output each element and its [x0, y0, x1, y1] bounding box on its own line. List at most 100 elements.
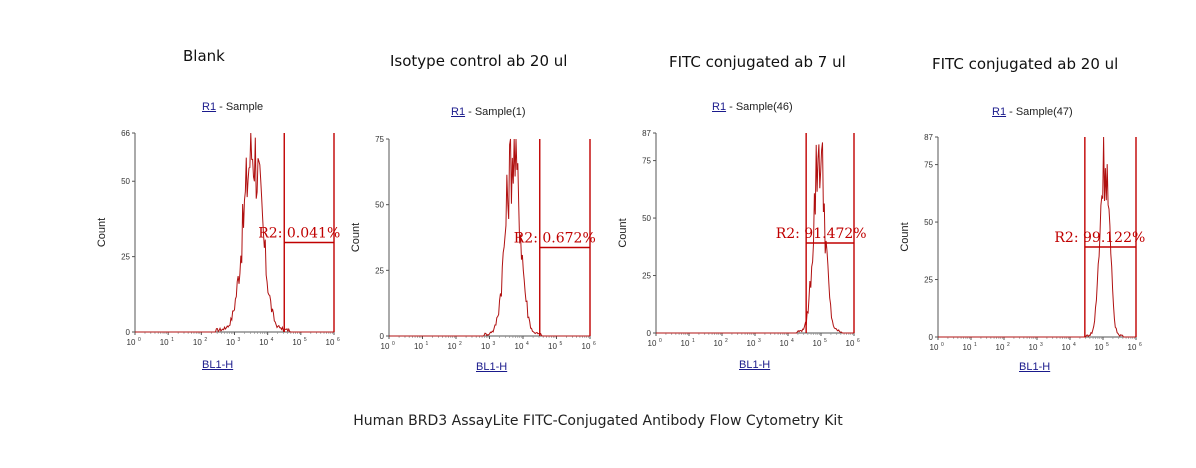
- y-tick-label: 75: [924, 161, 933, 170]
- x-axis-label-fitc-7ul[interactable]: BL1-H: [739, 359, 771, 371]
- y-axis-label: Count: [96, 218, 108, 247]
- x-tick-label: 10: [259, 338, 268, 347]
- x-tick-exponent: 6: [593, 341, 596, 347]
- x-tick-exponent: 0: [941, 342, 944, 348]
- x-tick-label: 10: [813, 339, 822, 348]
- histogram-trace: [135, 132, 334, 333]
- gate-link-r1[interactable]: R1: [712, 101, 727, 113]
- sample-label: - Sample(1): [465, 106, 526, 118]
- x-tick-exponent: 3: [1040, 342, 1043, 348]
- plot-header-fitc-7ul: R1 - Sample(46): [712, 101, 793, 113]
- gate-percent-label: R2: 0.672%: [514, 231, 596, 247]
- x-tick-exponent: 0: [138, 337, 141, 343]
- gate-percent-label: R2: 0.041%: [258, 226, 340, 242]
- y-tick-label: 50: [121, 177, 130, 186]
- x-tick-exponent: 5: [1106, 342, 1109, 348]
- panel-title-fitc-20ul: FITC conjugated ab 20 ul: [932, 55, 1119, 73]
- sample-label: - Sample(47): [1006, 106, 1073, 118]
- gate-link-r1[interactable]: R1: [992, 106, 1007, 118]
- y-tick-label: 50: [375, 201, 384, 210]
- sample-label: - Sample(46): [726, 101, 793, 113]
- panel-title-blank: Blank: [183, 47, 225, 65]
- x-axis-label-fitc-20ul[interactable]: BL1-H: [1019, 361, 1051, 373]
- x-tick-exponent: 6: [1139, 342, 1142, 348]
- figure-caption: Human BRD3 AssayLite FITC-Conjugated Ant…: [353, 413, 843, 429]
- y-tick-label: 75: [375, 135, 384, 144]
- plot-header-blank: R1 - Sample: [202, 101, 263, 113]
- x-tick-exponent: 6: [857, 338, 860, 344]
- x-tick-exponent: 4: [791, 338, 794, 344]
- x-tick-label: 10: [548, 342, 557, 351]
- x-tick-exponent: 0: [659, 338, 662, 344]
- x-tick-label: 10: [648, 339, 657, 348]
- x-tick-exponent: 6: [337, 337, 340, 343]
- x-tick-label: 10: [930, 343, 939, 352]
- y-tick-label: 0: [126, 328, 131, 337]
- x-tick-exponent: 0: [392, 341, 395, 347]
- x-tick-label: 10: [780, 339, 789, 348]
- y-axis-label: Count: [617, 218, 629, 247]
- y-tick-label: 0: [380, 332, 385, 341]
- x-tick-label: 10: [963, 343, 972, 352]
- gate-percent-label: R2: 99.122%: [1054, 230, 1145, 246]
- x-tick-exponent: 5: [824, 338, 827, 344]
- x-tick-exponent: 1: [426, 341, 429, 347]
- x-tick-label: 10: [381, 342, 390, 351]
- histogram-trace: [656, 142, 854, 334]
- x-tick-exponent: 3: [758, 338, 761, 344]
- y-tick-label: 75: [642, 157, 651, 166]
- sample-label: - Sample: [216, 101, 264, 113]
- x-tick-label: 10: [127, 338, 136, 347]
- y-axis-label: Count: [899, 222, 911, 251]
- x-tick-exponent: 1: [171, 337, 174, 343]
- x-tick-label: 10: [681, 339, 690, 348]
- y-tick-label: 50: [642, 214, 651, 223]
- histogram-trace: [389, 138, 590, 337]
- x-tick-label: 10: [448, 342, 457, 351]
- y-tick-label: 25: [121, 253, 130, 262]
- x-tick-exponent: 3: [238, 337, 241, 343]
- x-tick-label: 10: [1095, 343, 1104, 352]
- x-tick-label: 10: [714, 339, 723, 348]
- y-tick-label: 0: [929, 333, 934, 342]
- x-axis-label-blank[interactable]: BL1-H: [202, 359, 234, 371]
- gate-link-r1[interactable]: R1: [451, 106, 466, 118]
- x-tick-label: 10: [747, 339, 756, 348]
- x-tick-label: 10: [481, 342, 490, 351]
- plot-header-fitc-20ul: R1 - Sample(47): [992, 106, 1073, 118]
- x-tick-label: 10: [1062, 343, 1071, 352]
- y-tick-label: 87: [924, 133, 933, 142]
- y-tick-label: 87: [642, 129, 651, 138]
- y-tick-label: 50: [924, 218, 933, 227]
- x-tick-label: 10: [160, 338, 169, 347]
- x-tick-exponent: 4: [526, 341, 529, 347]
- x-axis-label-isotype[interactable]: BL1-H: [476, 361, 508, 373]
- gate-link-r1[interactable]: R1: [202, 101, 217, 113]
- x-tick-label: 10: [226, 338, 235, 347]
- gate-percent-label: R2: 91.472%: [776, 226, 867, 242]
- y-tick-label: 25: [375, 266, 384, 275]
- x-tick-exponent: 1: [692, 338, 695, 344]
- histogram-trace: [938, 136, 1136, 338]
- x-tick-label: 10: [414, 342, 423, 351]
- x-tick-label: 10: [1128, 343, 1137, 352]
- x-tick-label: 10: [515, 342, 524, 351]
- y-tick-label: 66: [121, 129, 130, 138]
- x-tick-exponent: 2: [1007, 342, 1010, 348]
- y-tick-label: 25: [924, 276, 933, 285]
- y-axis-label: Count: [350, 223, 362, 252]
- x-tick-label: 10: [996, 343, 1005, 352]
- x-tick-label: 10: [193, 338, 202, 347]
- x-tick-exponent: 1: [974, 342, 977, 348]
- x-tick-label: 10: [292, 338, 301, 347]
- x-tick-label: 10: [1029, 343, 1038, 352]
- x-tick-exponent: 5: [560, 341, 563, 347]
- panel-title-fitc-7ul: FITC conjugated ab 7 ul: [669, 53, 846, 71]
- x-tick-label: 10: [846, 339, 855, 348]
- x-tick-exponent: 2: [725, 338, 728, 344]
